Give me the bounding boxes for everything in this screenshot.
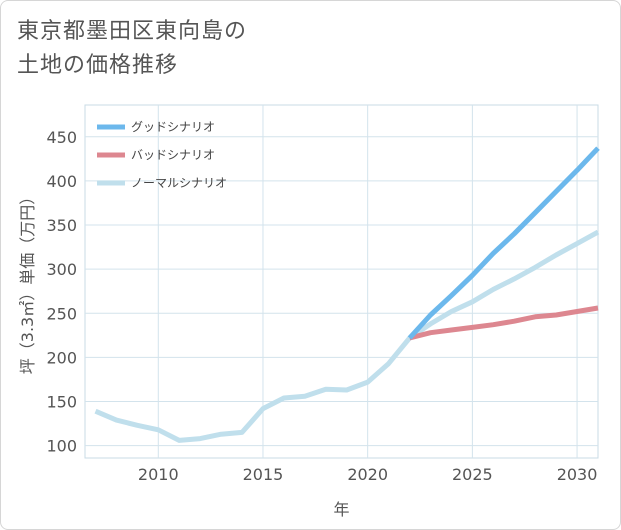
- legend-label: バッドシナリオ: [131, 148, 215, 162]
- y-axis-title: 坪（3.3㎡）単価（万円）: [18, 189, 37, 374]
- y-tick-label: 100: [46, 437, 77, 456]
- x-tick-label: 2020: [347, 465, 388, 484]
- plot-frame: [84, 104, 599, 459]
- legend-label: グッドシナリオ: [131, 120, 215, 134]
- y-tick-label: 150: [46, 393, 77, 412]
- y-tick-label: 200: [46, 348, 77, 367]
- x-tick-label: 2015: [243, 465, 284, 484]
- series-layer: [94, 146, 600, 443]
- y-tick-label: 400: [46, 172, 77, 191]
- chart-title: 東京都墨田区東向島の 土地の価格推移: [17, 19, 248, 78]
- grid: [84, 104, 599, 459]
- x-axis-title: 年: [333, 500, 349, 519]
- series-normal-line: [94, 229, 600, 443]
- y-tick-label: 250: [46, 304, 77, 323]
- x-tick-label: 2030: [557, 465, 598, 484]
- y-tick-label: 350: [46, 216, 77, 235]
- legend-label: ノーマルシナリオ: [131, 176, 227, 190]
- x-tick-label: 2010: [138, 465, 179, 484]
- tick-labels: 2010 2015 2020 2025 2030 100 150 200 250 300 350 40…: [46, 128, 597, 484]
- series-bad-line: [408, 305, 599, 341]
- y-tick-label: 450: [46, 128, 77, 147]
- y-tick-label: 300: [46, 260, 77, 279]
- x-tick-label: 2025: [452, 465, 493, 484]
- series-good-line: [407, 146, 600, 340]
